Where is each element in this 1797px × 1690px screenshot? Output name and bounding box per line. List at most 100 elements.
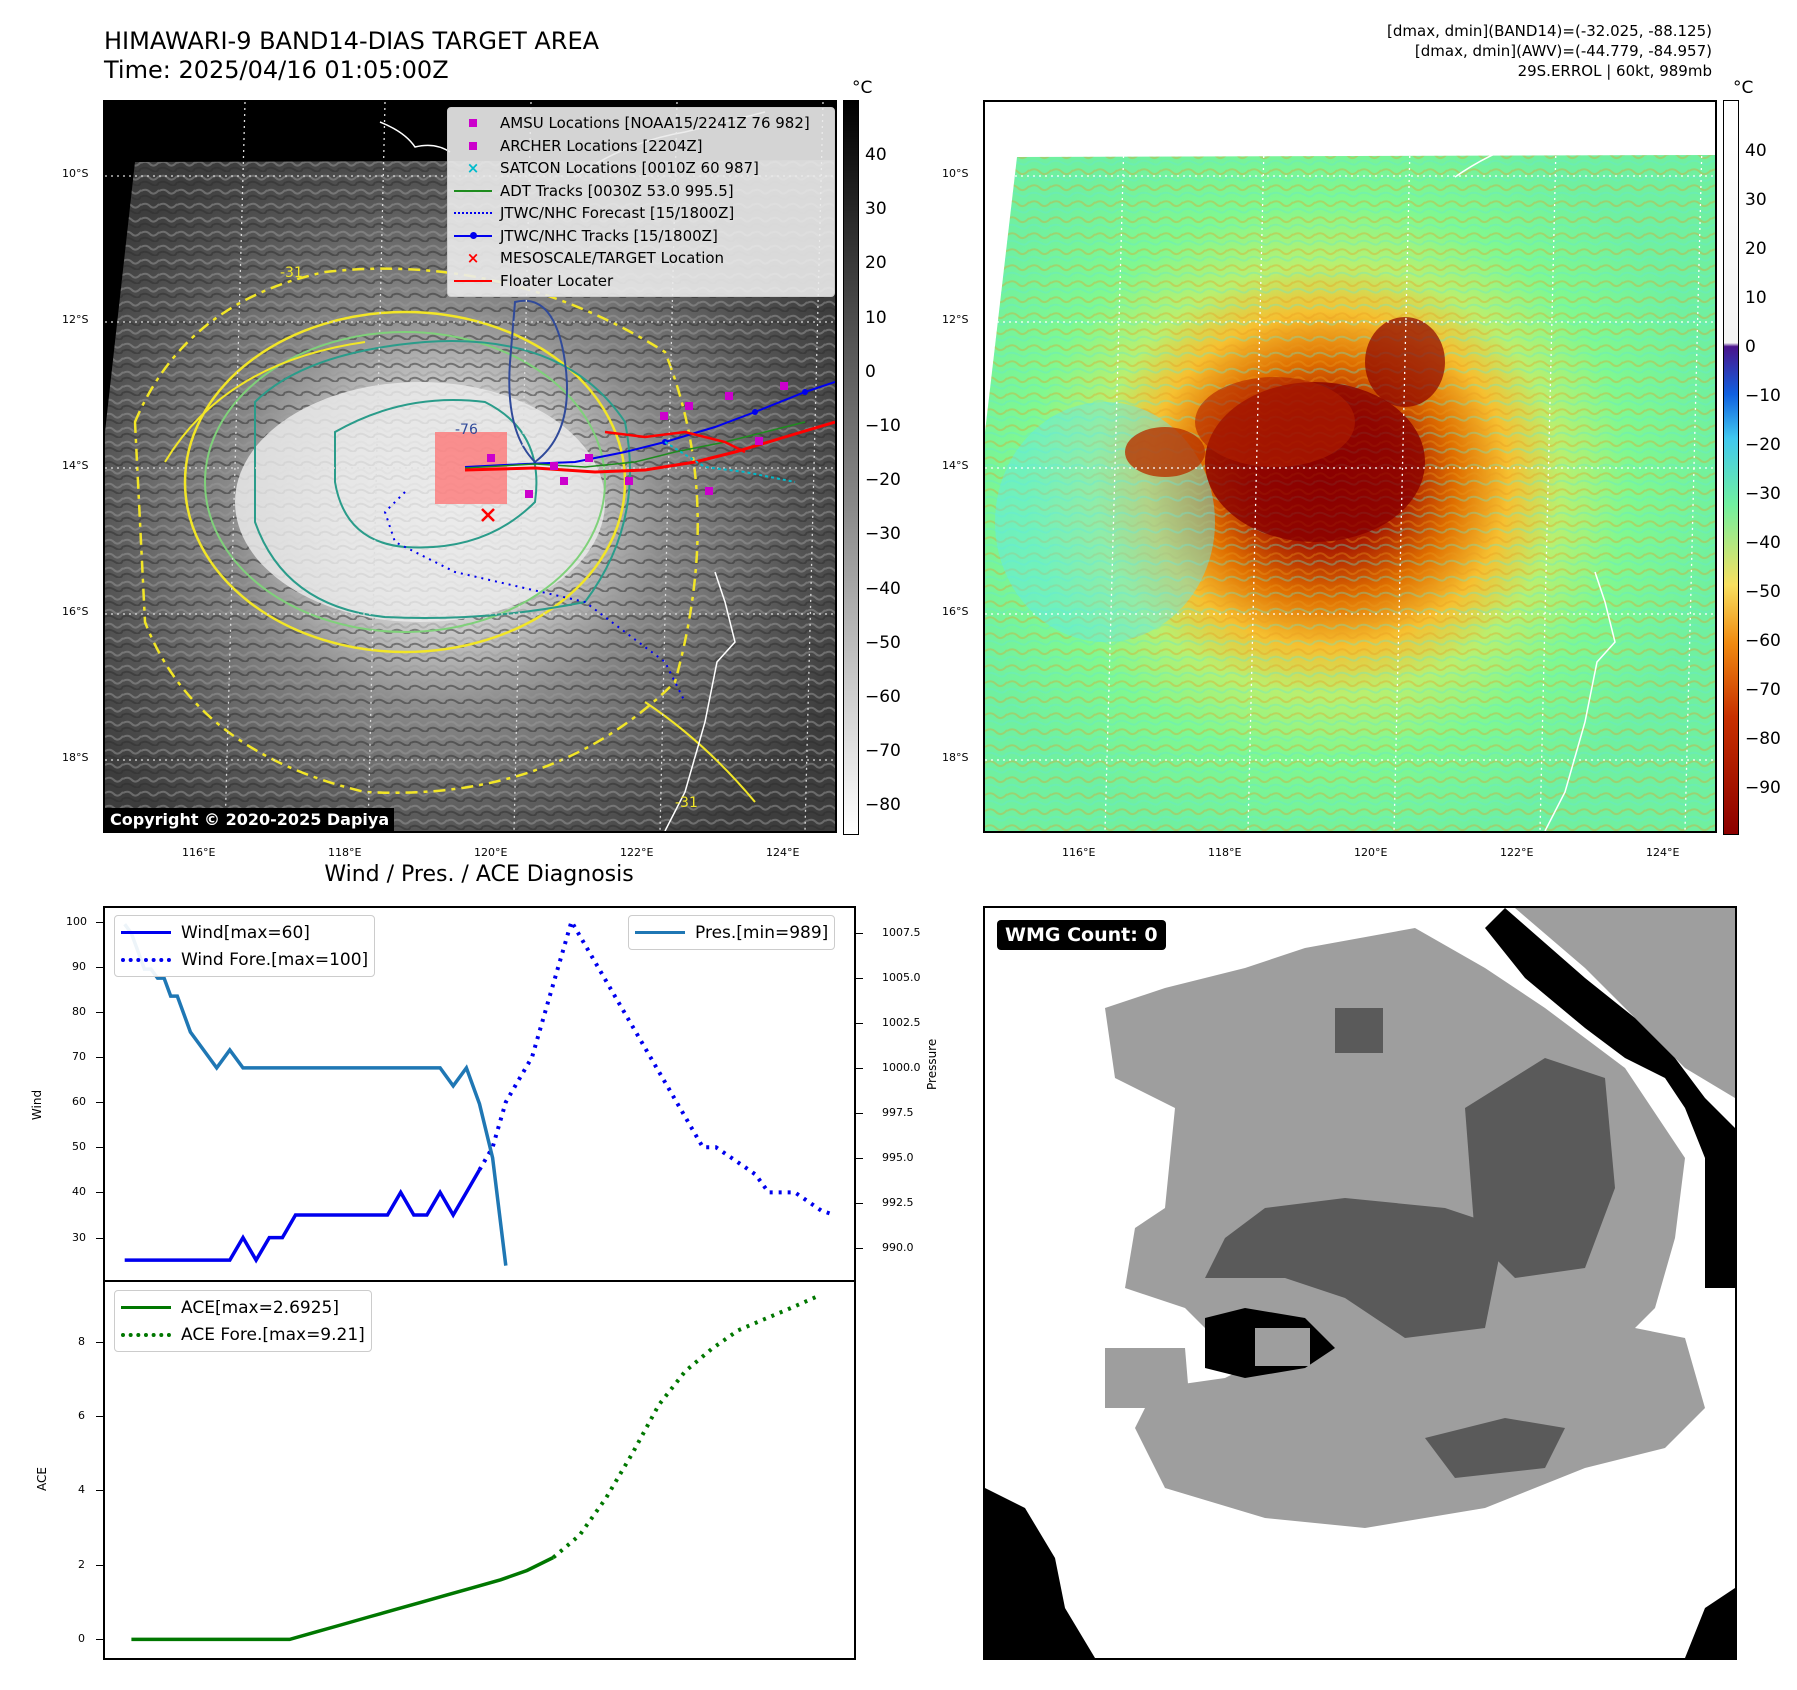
right-colorbar-tick-1: 30 — [1745, 190, 1767, 210]
right-colorbar-tick-8: −40 — [1745, 533, 1781, 553]
right-lat-12s: 12°S — [942, 313, 969, 326]
legend-adt: ADT Tracks [0030Z 53.0 995.5] — [454, 180, 828, 203]
right-lat-18s: 18°S — [942, 751, 969, 764]
awv-map-panel[interactable] — [983, 100, 1717, 833]
left-lat-10s: 10°S — [62, 167, 89, 180]
left-colorbar-tick-4: 0 — [865, 361, 876, 382]
right-colorbar-tick-5: −10 — [1745, 386, 1781, 406]
ace-chart: ACE[max=2.6925] ACE Fore.[max=9.21] — [103, 1280, 856, 1660]
left-colorbar — [843, 100, 859, 835]
ace-ytick-mark-3 — [96, 1416, 103, 1418]
right-colorbar-tick-10: −60 — [1745, 631, 1781, 651]
right-colorbar-tick-13: −90 — [1745, 778, 1781, 798]
wmg-image — [985, 908, 1735, 1658]
wind-ytick-1: 90 — [72, 959, 86, 973]
ir-map-panel[interactable]: -31 -31 -76 Copyright © 2020-2025 Dapiya… — [103, 100, 837, 833]
left-colorbar-tick-1: 30 — [865, 199, 887, 220]
contour-label-31-south: -31 — [675, 795, 698, 811]
pressure-ytick-5: 995.0 — [882, 1150, 914, 1164]
left-lon-116e: 116°E — [182, 846, 216, 859]
ace-ytick-3: 6 — [78, 1409, 85, 1423]
wmg-count-badge: WMG Count: 0 — [997, 920, 1166, 950]
wind-ytick-mark-6 — [96, 1192, 103, 1194]
left-colorbar-tick-2: 20 — [865, 253, 887, 274]
left-lat-12s: 12°S — [62, 313, 89, 326]
ir-map-image: -31 -31 -76 — [105, 102, 835, 831]
contour-label-76: -76 — [455, 422, 478, 438]
left-colorbar-tick-12: −80 — [865, 795, 901, 816]
ace-series-line-0 — [131, 1555, 555, 1642]
left-lon-118e: 118°E — [328, 846, 362, 859]
right-colorbar-tick-0: 40 — [1745, 141, 1767, 161]
wind-series-line-0 — [124, 1168, 482, 1264]
right-lat-14s: 14°S — [942, 459, 969, 472]
wind-ytick-2: 80 — [72, 1004, 86, 1018]
legend-ace-forecast: ACE Fore.[max=9.21] — [121, 1321, 365, 1348]
right-colorbar-tick-7: −30 — [1745, 484, 1781, 504]
legend-pressure: Pres.[min=989] — [635, 919, 828, 946]
left-lat-18s: 18°S — [62, 751, 89, 764]
pressure-ytick-mark-6 — [856, 1202, 863, 1204]
pressure-ytick-7: 990.0 — [882, 1240, 914, 1254]
legend-amsu: AMSU Locations [NOAA15/2241Z 76 982] — [454, 112, 828, 135]
left-lat-14s: 14°S — [62, 459, 89, 472]
wind-ytick-6: 40 — [72, 1185, 86, 1199]
meta-awv: [dmax, dmin](AWV)=(-44.779, -84.957) — [1414, 42, 1712, 60]
wind-ytick-0: 100 — [66, 914, 87, 928]
ace-plot — [131, 1294, 818, 1642]
wind-series-line-2 — [123, 923, 508, 1266]
right-colorbar-tick-12: −80 — [1745, 729, 1781, 749]
ace-series-line-1 — [552, 1294, 818, 1560]
right-colorbar — [1723, 100, 1739, 835]
left-colorbar-tick-0: 40 — [865, 145, 887, 165]
right-lon-120e: 120°E — [1354, 846, 1388, 859]
wind-pressure-chart: Wind[max=60] Wind Fore.[max=100] Pres.[m… — [103, 906, 856, 1282]
legend-floater: Floater Locater — [454, 270, 828, 293]
right-colorbar-tick-9: −50 — [1745, 582, 1781, 602]
ace-ytick-mark-2 — [96, 1490, 103, 1492]
wind-axis-label: Wind — [30, 1089, 45, 1121]
wind-ytick-mark-1 — [96, 966, 103, 968]
page-title: HIMAWARI-9 BAND14-DIAS TARGET AREA — [104, 27, 600, 55]
ace-ytick-0: 0 — [78, 1632, 85, 1646]
ace-axis-label: ACE — [34, 1467, 49, 1491]
left-colorbar-unit: °C — [852, 78, 873, 98]
pressure-ytick-mark-3 — [856, 1067, 863, 1069]
wind-pressure-plot — [123, 916, 835, 1266]
legend-jtwc-tracks: JTWC/NHC Tracks [15/1800Z] — [454, 225, 828, 248]
wind-ytick-mark-3 — [96, 1056, 103, 1058]
page-subtitle-time: Time: 2025/04/16 01:05:00Z — [104, 56, 449, 84]
pressure-ytick-mark-5 — [856, 1157, 863, 1159]
left-lon-122e: 122°E — [620, 846, 654, 859]
legend-satcon: × SATCON Locations [0010Z 60 987] — [466, 159, 759, 178]
pressure-ytick-1: 1005.0 — [882, 971, 921, 985]
wind-ytick-4: 60 — [72, 1095, 86, 1109]
diagnosis-title: Wind / Pres. / ACE Diagnosis — [324, 862, 634, 887]
wind-series-line-1 — [477, 916, 835, 1217]
legend-archer: ARCHER Locations [2204Z] — [454, 135, 828, 158]
left-lon-124e: 124°E — [766, 846, 800, 859]
right-colorbar-unit: °C — [1733, 78, 1754, 98]
left-lon-120e: 120°E — [474, 846, 508, 859]
awv-map-image — [985, 102, 1715, 831]
ace-ytick-mark-4 — [96, 1341, 103, 1343]
pressure-ytick-6: 992.5 — [882, 1195, 914, 1209]
meta-storm: 29S.ERROL | 60kt, 989mb — [1517, 62, 1712, 80]
wind-legend: Wind[max=60] Wind Fore.[max=100] — [114, 915, 376, 977]
left-colorbar-tick-10: −60 — [865, 687, 901, 707]
wind-ytick-mark-2 — [96, 1011, 103, 1013]
legend-wind-forecast: Wind Fore.[max=100] — [121, 946, 368, 973]
pressure-ytick-0: 1007.5 — [882, 926, 921, 940]
ace-ytick-4: 8 — [78, 1334, 85, 1348]
pressure-ytick-4: 997.5 — [882, 1105, 914, 1119]
wind-ytick-mark-7 — [96, 1237, 103, 1239]
pressure-ytick-3: 1000.0 — [882, 1060, 921, 1074]
pressure-legend: Pres.[min=989] — [628, 915, 836, 950]
right-colorbar-tick-6: −20 — [1745, 435, 1781, 455]
wind-ytick-mark-5 — [96, 1147, 103, 1149]
pressure-ytick-mark-0 — [856, 933, 863, 935]
ace-ytick-mark-0 — [96, 1639, 103, 1641]
right-lon-118e: 118°E — [1208, 846, 1242, 859]
wind-ytick-mark-0 — [96, 921, 103, 923]
left-colorbar-tick-8: −40 — [865, 578, 901, 599]
